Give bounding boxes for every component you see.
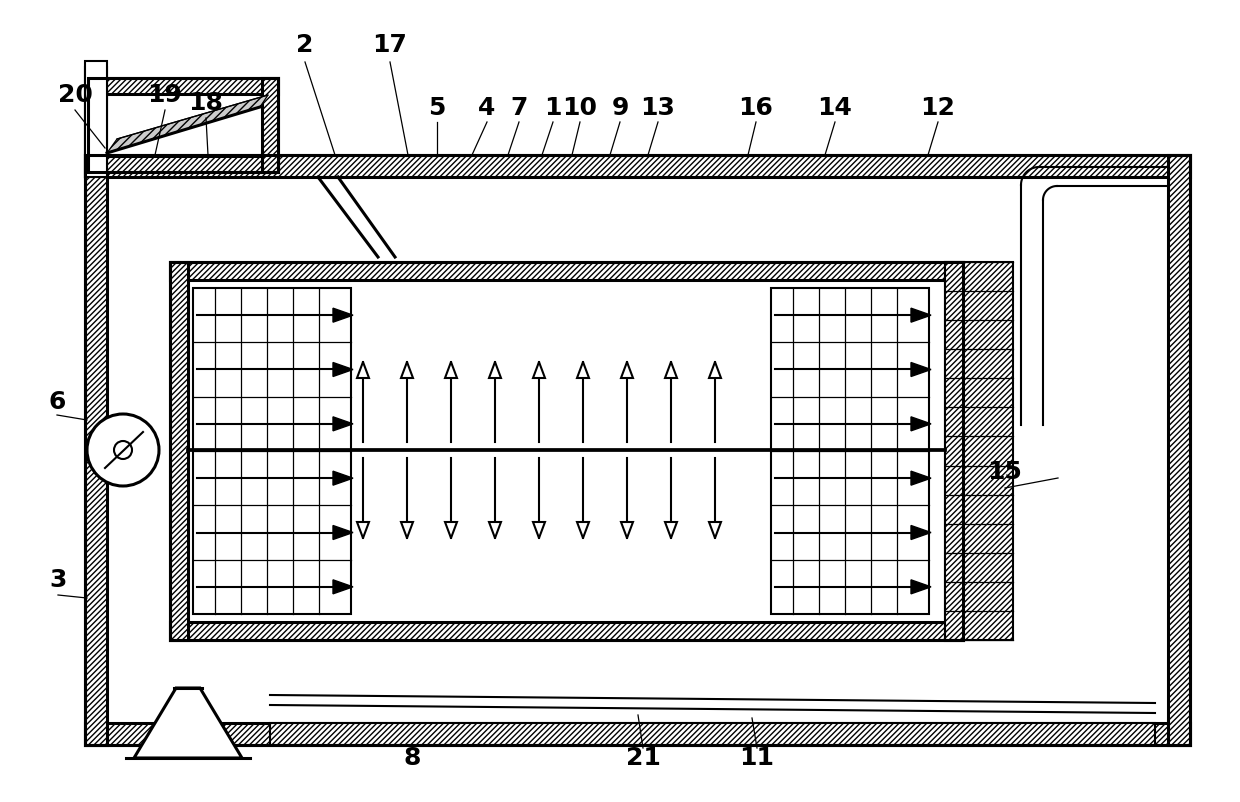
Text: 18: 18 — [188, 91, 223, 115]
Bar — [945, 262, 1013, 640]
Bar — [771, 288, 929, 614]
Bar — [170, 622, 963, 640]
Polygon shape — [533, 522, 546, 538]
Polygon shape — [334, 471, 353, 485]
Polygon shape — [665, 522, 677, 538]
Text: 12: 12 — [920, 96, 956, 120]
Polygon shape — [334, 417, 353, 431]
Bar — [88, 78, 278, 94]
Bar — [945, 262, 963, 640]
Bar — [88, 78, 278, 172]
Polygon shape — [911, 471, 931, 485]
Polygon shape — [577, 362, 589, 378]
Polygon shape — [621, 362, 632, 378]
Polygon shape — [489, 362, 501, 378]
Bar — [193, 288, 351, 614]
Polygon shape — [911, 363, 931, 376]
Bar — [170, 262, 963, 640]
Text: 7: 7 — [511, 96, 528, 120]
Text: 6: 6 — [48, 390, 66, 414]
Text: 20: 20 — [57, 83, 93, 107]
Text: 13: 13 — [641, 96, 676, 120]
Bar — [262, 78, 278, 172]
Polygon shape — [357, 362, 370, 378]
Bar — [86, 155, 1190, 745]
Polygon shape — [401, 522, 413, 538]
Bar — [88, 78, 278, 172]
Polygon shape — [665, 362, 677, 378]
Text: 8: 8 — [403, 746, 420, 770]
Text: 14: 14 — [817, 96, 852, 120]
Polygon shape — [134, 688, 242, 758]
Bar — [86, 155, 1190, 745]
Text: 19: 19 — [148, 83, 182, 107]
Polygon shape — [107, 95, 268, 153]
Polygon shape — [911, 525, 931, 540]
Text: 10: 10 — [563, 96, 598, 120]
Text: 3: 3 — [50, 568, 67, 592]
Polygon shape — [911, 417, 931, 431]
Text: 1: 1 — [544, 96, 562, 120]
Bar — [88, 156, 278, 172]
Polygon shape — [334, 525, 353, 540]
Bar — [86, 155, 1190, 177]
Bar — [86, 155, 107, 745]
Polygon shape — [357, 522, 370, 538]
Bar — [86, 723, 1190, 745]
Polygon shape — [709, 362, 720, 378]
Text: 21: 21 — [625, 746, 661, 770]
Bar — [170, 262, 963, 280]
Polygon shape — [911, 308, 931, 322]
Polygon shape — [621, 522, 632, 538]
Circle shape — [114, 441, 131, 459]
Bar — [170, 262, 188, 640]
Text: 17: 17 — [372, 33, 408, 57]
Text: 11: 11 — [739, 746, 775, 770]
Bar — [88, 78, 104, 172]
Text: 16: 16 — [739, 96, 774, 120]
Polygon shape — [709, 522, 720, 538]
Polygon shape — [911, 580, 931, 593]
Text: 15: 15 — [987, 460, 1023, 484]
Text: 9: 9 — [611, 96, 629, 120]
Bar — [86, 67, 107, 177]
Text: 2: 2 — [296, 33, 314, 57]
Polygon shape — [334, 308, 353, 322]
Polygon shape — [445, 362, 458, 378]
Polygon shape — [577, 522, 589, 538]
Polygon shape — [445, 522, 458, 538]
Text: 5: 5 — [428, 96, 445, 120]
Polygon shape — [489, 522, 501, 538]
Bar — [270, 723, 1154, 745]
Bar — [170, 262, 963, 640]
Circle shape — [87, 414, 159, 486]
Bar — [86, 61, 107, 177]
Polygon shape — [401, 362, 413, 378]
Polygon shape — [334, 363, 353, 376]
Polygon shape — [533, 362, 546, 378]
Text: 4: 4 — [479, 96, 496, 120]
Bar — [1168, 155, 1190, 745]
Polygon shape — [334, 580, 353, 593]
